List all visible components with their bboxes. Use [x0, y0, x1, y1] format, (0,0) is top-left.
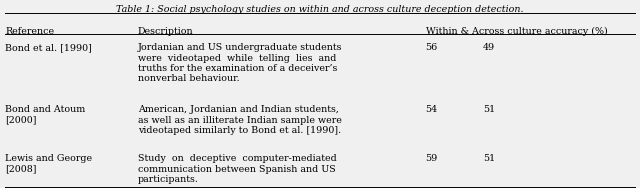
Text: Table 1: Social psychology studies on within and across culture deception detect: Table 1: Social psychology studies on wi…: [116, 5, 524, 14]
Text: Bond et al. [1990]: Bond et al. [1990]: [5, 43, 92, 52]
Text: American, Jordanian and Indian students,
as well as an illiterate Indian sample : American, Jordanian and Indian students,…: [138, 105, 342, 135]
Text: Lewis and George
[2008]: Lewis and George [2008]: [5, 154, 92, 174]
Text: Study  on  deceptive  computer-mediated
communication between Spanish and US
par: Study on deceptive computer-mediated com…: [138, 154, 337, 184]
Text: Within & Across culture accuracy (%): Within & Across culture accuracy (%): [426, 27, 607, 36]
Text: 49: 49: [483, 43, 495, 52]
Text: 59: 59: [426, 154, 438, 163]
Text: Reference: Reference: [5, 27, 54, 36]
Text: Description: Description: [138, 27, 193, 36]
Text: 54: 54: [426, 105, 438, 114]
Text: 56: 56: [426, 43, 438, 52]
Text: 51: 51: [483, 105, 495, 114]
Text: 51: 51: [483, 154, 495, 163]
Text: Jordanian and US undergraduate students
were  videotaped  while  telling  lies  : Jordanian and US undergraduate students …: [138, 43, 342, 83]
Text: Bond and Atoum
[2000]: Bond and Atoum [2000]: [5, 105, 85, 125]
